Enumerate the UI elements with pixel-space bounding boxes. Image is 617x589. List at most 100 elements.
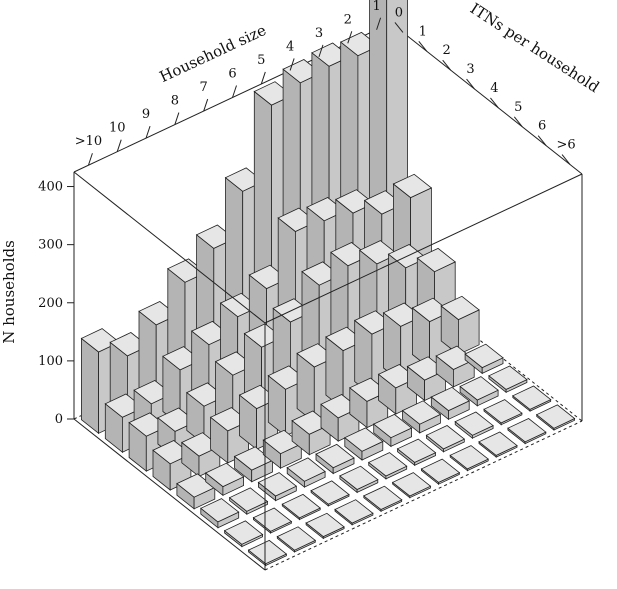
household-axis-label: Household size xyxy=(157,21,269,86)
bar xyxy=(291,410,331,456)
bar xyxy=(247,539,288,567)
bar-top-face xyxy=(392,173,433,199)
bar xyxy=(507,418,547,445)
bar-top-face xyxy=(276,526,317,551)
household-tick-label: 6 xyxy=(228,67,236,82)
itn-tick-label: 0 xyxy=(395,5,403,20)
bar-top-face xyxy=(200,498,240,523)
household-tick xyxy=(260,71,266,85)
bar-top-face xyxy=(440,295,480,321)
bar xyxy=(276,526,317,553)
household-tick xyxy=(318,44,324,58)
bar xyxy=(228,487,269,516)
bar xyxy=(363,485,403,513)
bar xyxy=(478,431,518,458)
bar xyxy=(535,404,576,431)
box-edge-top-front-right xyxy=(264,173,583,324)
bar xyxy=(401,400,442,434)
z-tick-label: 400 xyxy=(38,180,63,195)
bar-top-face xyxy=(252,507,293,532)
z-axis-label: N households xyxy=(0,240,18,344)
itn-tick xyxy=(442,59,452,71)
bar-top-face xyxy=(305,512,345,538)
bar xyxy=(204,462,245,497)
bar xyxy=(315,443,355,475)
bar-top-face xyxy=(507,418,547,443)
itn-tick-label: 1 xyxy=(419,24,427,39)
itn-axis-label: ITNs per household xyxy=(467,0,603,96)
household-tick-label: 3 xyxy=(315,26,323,41)
bar-top-face xyxy=(396,438,437,463)
bar xyxy=(200,498,240,529)
bar xyxy=(305,512,345,540)
household-tick-label: 9 xyxy=(142,107,150,122)
bar xyxy=(262,429,303,470)
itn-tick xyxy=(513,116,523,128)
itn-tick xyxy=(394,22,404,33)
bar-top-face xyxy=(310,480,350,505)
household-tick xyxy=(289,58,295,71)
bar-top-face xyxy=(363,485,403,510)
box-near-edges xyxy=(73,171,583,571)
z-tick-label: 300 xyxy=(38,238,63,253)
household-tick xyxy=(347,31,353,44)
z-tick-label: 200 xyxy=(38,296,63,311)
household-tick-label: 8 xyxy=(171,94,179,109)
bar-top-face xyxy=(488,365,528,390)
bar-top-face xyxy=(454,411,494,436)
bar xyxy=(396,438,437,467)
bar-top-face xyxy=(367,452,408,477)
bar xyxy=(512,385,552,412)
bar xyxy=(286,457,326,488)
bar-top-face xyxy=(286,457,326,482)
bar xyxy=(430,386,470,421)
bar xyxy=(372,413,413,448)
bar xyxy=(391,472,432,499)
bar xyxy=(435,345,475,388)
bar-side-face xyxy=(81,337,99,435)
bar-top-face xyxy=(459,376,499,401)
itn-tick-label: 3 xyxy=(466,62,474,77)
bar xyxy=(420,458,461,486)
bar xyxy=(440,295,480,356)
bar-top-face xyxy=(344,427,384,452)
bar-top-face xyxy=(204,462,245,488)
bar xyxy=(454,411,494,440)
bar-top-face xyxy=(257,472,298,497)
itn-tick-label: 5 xyxy=(514,100,522,115)
household-tick xyxy=(232,85,237,98)
household-tick-label: 2 xyxy=(344,12,352,27)
household-tick-label: >10 xyxy=(75,134,102,149)
floor-edge-front-left xyxy=(73,418,266,571)
bar xyxy=(425,425,466,453)
household-tick xyxy=(203,98,209,112)
bar xyxy=(223,520,264,548)
itn-tick-label: 4 xyxy=(490,81,498,96)
bar-top-face xyxy=(401,400,442,425)
bar-top-face xyxy=(391,472,432,497)
bar xyxy=(459,376,499,407)
household-tick-label: 1 xyxy=(372,0,380,14)
household-tick-label: 4 xyxy=(286,39,294,54)
box-edge-top-back-right xyxy=(390,22,583,175)
bar xyxy=(339,465,379,494)
box-edge-top-front-left xyxy=(73,171,266,324)
z-tick-label: 100 xyxy=(38,354,63,369)
itn-tick xyxy=(561,154,571,165)
itn-tick-label: 6 xyxy=(538,119,546,134)
bar xyxy=(483,399,523,426)
household-tick xyxy=(376,17,382,30)
bar xyxy=(344,427,384,461)
household-tick-label: 5 xyxy=(257,53,265,68)
household-tick-label: 7 xyxy=(200,80,208,95)
bar-top-face xyxy=(228,487,269,512)
bar-top-face xyxy=(281,493,321,519)
bar-top-face xyxy=(339,465,379,490)
bar xyxy=(367,452,408,480)
bar xyxy=(488,365,528,394)
bar-top-face xyxy=(420,458,461,483)
bar-top-face xyxy=(315,443,355,469)
bar xyxy=(449,445,489,472)
